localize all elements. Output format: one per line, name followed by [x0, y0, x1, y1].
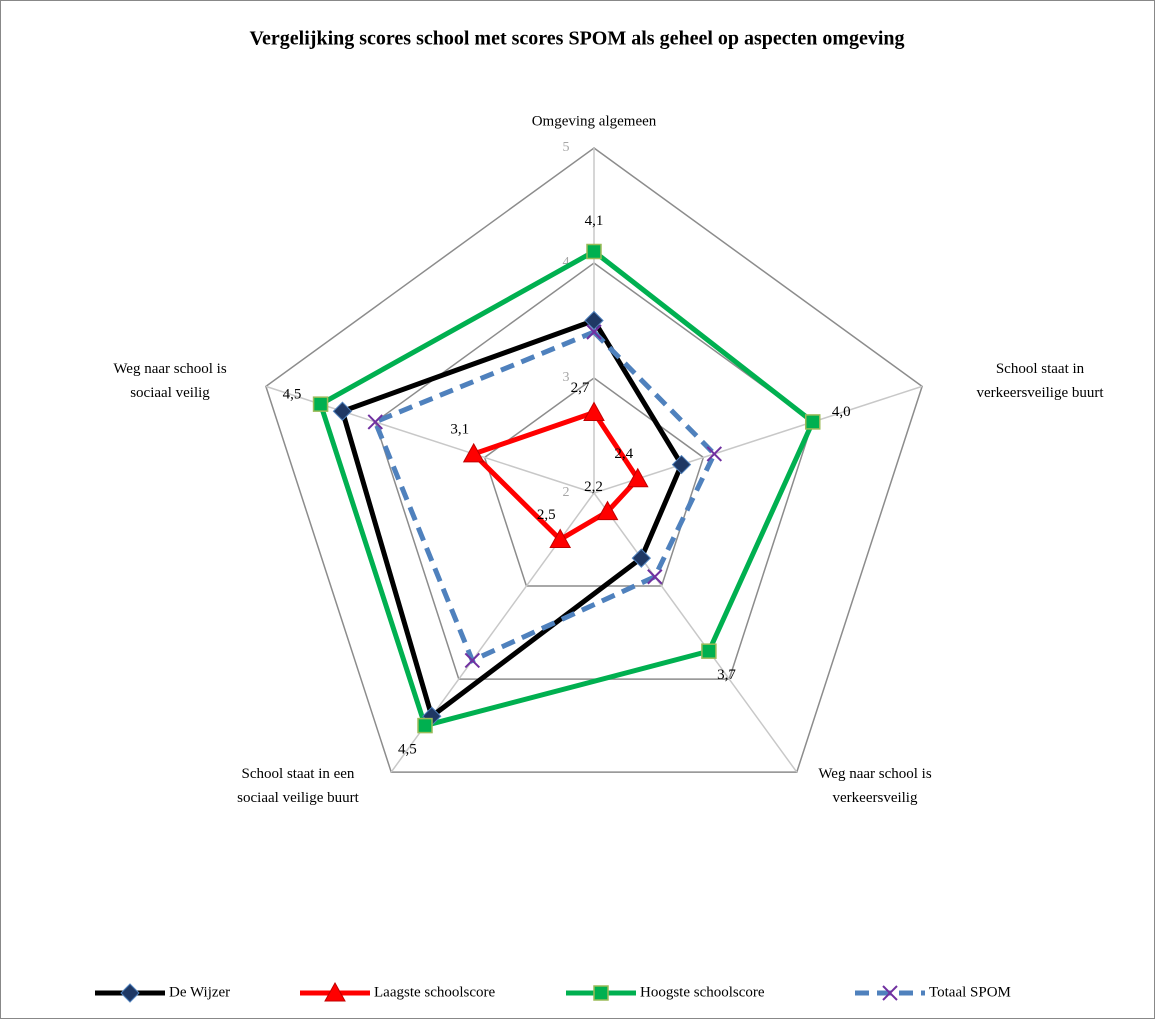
data-label: 4,0: [832, 404, 851, 420]
data-point: [631, 548, 652, 568]
data-point: [596, 500, 619, 521]
category-label: Weg naar school is sociaal veilig: [113, 361, 227, 401]
legend-label: Hoogste schoolscore: [640, 984, 765, 1000]
r-tick-label: 2: [563, 485, 570, 500]
legend-marker: [593, 985, 609, 1001]
data-label: 4,5: [398, 741, 417, 757]
legend-label: Laagste schoolscore: [374, 984, 496, 1000]
data-point: [586, 324, 602, 340]
data-label: 2,2: [584, 479, 603, 495]
r-tick-label: 5: [563, 140, 570, 155]
category-label: School staat in een sociaal veilige buurt: [237, 766, 359, 806]
data-point: [701, 643, 717, 659]
data-point: [584, 310, 604, 331]
marker-stroke: [464, 652, 481, 669]
data-point: [804, 414, 821, 430]
legend-label: De Wijzer: [169, 984, 230, 1000]
data-label: 4,1: [585, 213, 604, 229]
marker-stroke: [882, 985, 898, 1001]
data-point: [583, 401, 605, 421]
series-line: [372, 329, 718, 664]
r-tick-label: 4: [563, 255, 570, 270]
legend-marker: [324, 981, 346, 1002]
data-label: 3,1: [450, 421, 469, 437]
series-line: [469, 409, 641, 543]
data-point: [462, 442, 485, 463]
data-point: [417, 717, 433, 734]
marker-stroke: [367, 414, 383, 430]
marker-stroke: [647, 569, 663, 585]
data-point: [464, 652, 481, 669]
data-label: 3,7: [717, 667, 736, 683]
category-label: Weg naar school is verkeersveilig: [818, 766, 932, 806]
r-tick-label: 3: [563, 370, 570, 385]
data-point: [549, 528, 572, 549]
chart-title: Vergelijking scores school met scores SP…: [249, 28, 904, 50]
legend-label: Totaal SPOM: [929, 984, 1011, 1000]
series-line: [339, 317, 685, 721]
series-line: [317, 248, 816, 729]
data-label: 2,4: [614, 446, 633, 462]
data-label: 2,7: [571, 380, 590, 396]
legend-marker: [882, 985, 898, 1001]
spoke: [593, 492, 798, 773]
data-point: [671, 454, 692, 475]
data-label: 4,5: [283, 386, 302, 402]
data-label: 2,5: [537, 507, 556, 523]
data-point: [312, 396, 329, 412]
category-label: Omgeving algemeen: [532, 113, 657, 129]
data-point: [332, 401, 353, 421]
data-point: [706, 446, 723, 462]
data-point: [626, 467, 649, 488]
grid-ring: [265, 147, 923, 773]
data-point: [647, 569, 663, 585]
data-point: [367, 414, 383, 430]
data-point: [586, 243, 602, 260]
category-label: School staat in verkeersveilige buurt: [976, 361, 1104, 401]
spoke: [593, 385, 923, 494]
marker-stroke: [706, 446, 723, 462]
legend-marker: [120, 983, 140, 1003]
marker-stroke: [586, 324, 602, 340]
